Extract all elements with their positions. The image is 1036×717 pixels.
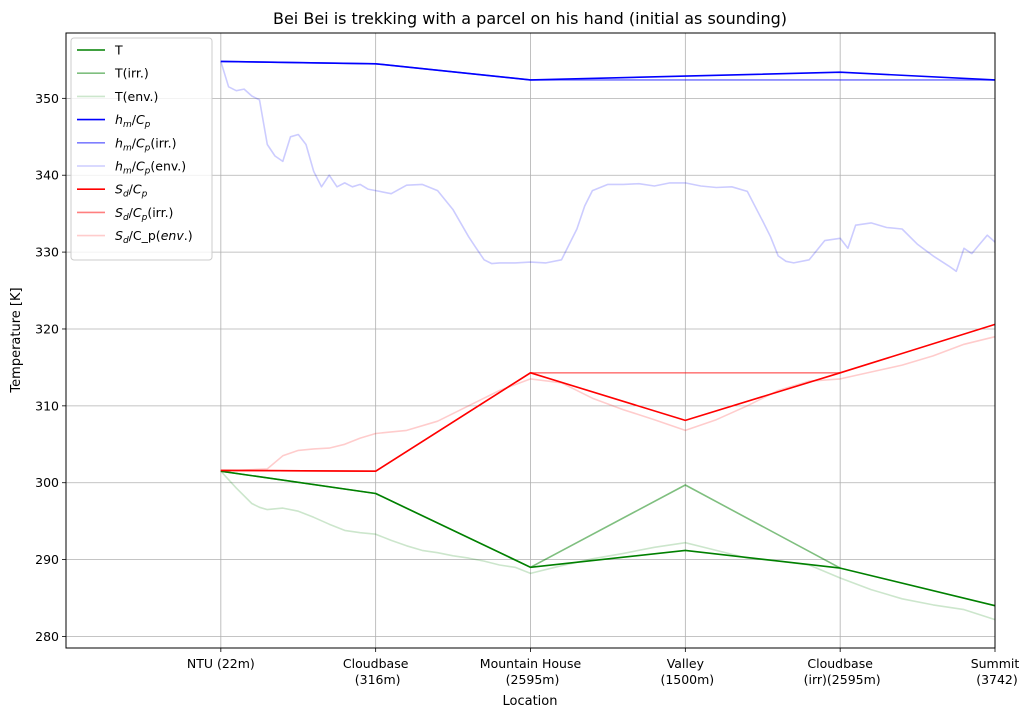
legend-label-part: p [141,213,148,223]
x-tick-label-line: Mountain House [480,656,582,671]
legend-label-part: C [136,159,145,174]
legend-label-part: C [136,112,145,127]
legend-label-part: C_p [133,228,156,243]
x-tick-label-line: (2595m) [502,672,560,687]
legend-box [70,37,213,261]
legend-label-part: ) [188,228,193,243]
y-axis-title: Temperature [K] [9,287,24,393]
legend-label-part: d [123,236,129,246]
x-axis-title: Location [503,694,558,709]
legend-label-part: v [176,228,184,243]
legend-label-part: T [114,43,123,58]
y-tick-label: 300 [35,475,59,490]
legend-label-part: S [115,228,123,243]
x-axis-ticks: NTU (22m) Cloudbase (316m) Mountain House … [187,648,1020,687]
x-tick-label-line: (3742) [972,672,1018,687]
legend-label-part: p [144,143,151,153]
legend-label-part: m [123,167,132,177]
series-line [220,323,996,473]
legend-label-part: / [129,228,134,243]
series-line [220,60,996,81]
x-tick-label: Mountain House (2595m) [480,656,582,687]
y-tick-label: 280 [35,629,59,644]
legend-label-part: S [115,182,123,197]
x-tick-label: Cloudbase (irr)(2595m) [800,656,881,687]
legend-label-part: p [144,167,151,177]
legend-label-part: / [132,159,137,174]
legend-label: Sd​/Cp​(irr.) [115,205,173,223]
x-tick-label-line: Valley [667,656,705,671]
y-tick-label: 340 [35,168,59,183]
legend-label-part: ( [156,228,161,243]
x-tick-label-line: Summit [971,656,1020,671]
x-tick-label: NTU (22m) [187,656,255,671]
y-tick-label: 320 [35,321,59,336]
legend-label-part: (irr.) [147,205,173,220]
legend-label-part: h [115,112,123,127]
legend-label-part: d [123,213,129,223]
legend-label-part: p [144,120,151,130]
chart-title: Bei Bei is trekking with a parcel on his… [273,9,787,28]
legend-label-part: . [184,228,188,243]
x-tick-label: Summit (3742) [971,656,1020,687]
y-tick-label: 290 [35,552,59,567]
legend-label-part: C [136,135,145,150]
legend-label-part: h [115,159,123,174]
legend-label-part: S [115,205,123,220]
legend-label: hm​/Cp​(irr.) [115,135,177,153]
x-tick-label-line: (1500m) [656,672,714,687]
y-axis-ticks: 280 290 300 310 320 330 340 350 [35,91,66,644]
series-line [220,335,996,472]
legend-label-part: C [133,182,142,197]
legend-label-part: d [123,190,129,200]
legend-label: hm​/Cp​(env.) [115,159,186,177]
legend-label-part: n [168,228,176,243]
x-tick-label-line: (316m) [351,672,401,687]
y-tick-label: 310 [35,398,59,413]
legend-label-part: / [129,182,134,197]
legend-label: T(irr.) [114,66,149,81]
legend-label-part: T(env.) [114,89,158,104]
grid-lines [66,33,996,648]
x-tick-label-line: Cloudbase [343,656,409,671]
x-tick-label-line: (irr)(2595m) [800,672,881,687]
series-line [220,470,996,607]
x-tick-label-line: Cloudbase [807,656,873,671]
x-tick-label: Valley (1500m) [656,656,714,687]
legend-label: T(env.) [114,89,158,104]
x-tick-label: Cloudbase (316m) [343,656,409,687]
legend-label-part: e [161,228,169,243]
series-layer [220,60,996,621]
legend-label: Sd​/C_p(env.) [115,228,193,246]
legend-label-part: / [132,135,137,150]
legend: T T(irr.) T(env.) hm​/Cp​ hm​/Cp​(irr.) hm​/C… [70,37,213,261]
legend-label: hm​/Cp​ [115,112,151,130]
y-tick-label: 330 [35,245,59,260]
legend-label: Sd​/Cp​ [115,182,148,200]
legend-label-part: / [129,205,134,220]
legend-label-part: / [132,112,137,127]
legend-label-part: C [133,205,142,220]
legend-label-part: T(irr.) [114,66,149,81]
legend-label-part: m [123,120,132,130]
legend-label: T [114,43,123,58]
x-tick-label-line: NTU (22m) [187,656,255,671]
y-tick-label: 350 [35,91,59,106]
series-line [220,61,996,273]
legend-label-part: (env.) [150,159,186,174]
legend-label-part: (irr.) [150,135,176,150]
legend-label-part: h [115,135,123,150]
legend-label-part: m [123,143,132,153]
legend-label-part: p [141,190,148,200]
